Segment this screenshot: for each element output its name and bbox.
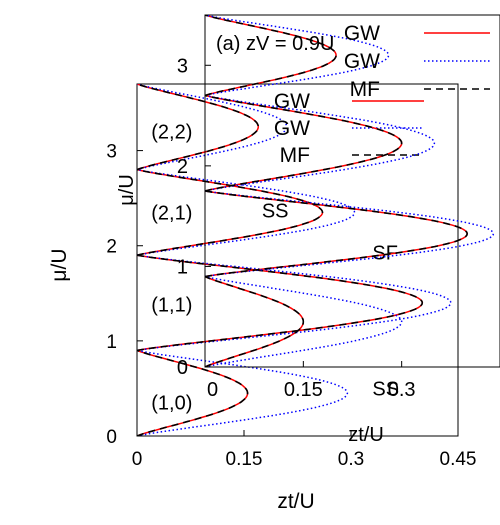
phase-region-label: (1,1)	[151, 295, 192, 317]
x-axis-label: zt/U	[348, 424, 384, 446]
phase-region-label: SF	[372, 242, 398, 264]
phase-boundary-lobe-2	[205, 190, 495, 278]
legend-label: GW	[344, 50, 380, 73]
phase-boundary-lobe-3	[137, 168, 324, 256]
phase-boundary-lobe-4	[205, 15, 390, 97]
phase-boundary-lobe-1	[137, 349, 249, 436]
chart-title: (a) zV = 0.9U	[216, 33, 334, 55]
y-tick-label: 1	[177, 256, 188, 278]
overlay-chart: 0 0.15 0.3 0 1 2 3 zt/U μ/U (a) zV = 0.9U GW GW MF	[116, 14, 500, 446]
legend-label: GW	[274, 90, 310, 113]
phase-boundary-lobe-1	[205, 275, 305, 367]
phase-boundary-lobe-4	[205, 15, 337, 97]
y-axis-label: μ/U	[116, 174, 138, 206]
plot-frame	[136, 83, 459, 437]
phase-boundary-lobe-2	[205, 190, 469, 278]
y-tick-label: 0	[106, 427, 117, 448]
phase-boundary-lobe-3	[205, 94, 436, 192]
series-3-mf	[205, 15, 469, 367]
y-axis-label: μ/U	[48, 248, 71, 281]
y-tick-label: 0	[177, 357, 188, 379]
series-group	[205, 15, 495, 367]
legend-label: GW	[274, 117, 310, 140]
phase-boundary-lobe-3	[137, 168, 356, 256]
x-tick-label: 0.3	[388, 379, 416, 401]
phase-boundary-lobe-4	[137, 84, 260, 171]
legend: GW GW MF	[274, 90, 424, 167]
phase-boundary-lobe-1	[137, 349, 349, 436]
y-tick-label: 2	[106, 237, 117, 258]
x-axis-label: zt/U	[277, 490, 314, 513]
legend: GW GW MF	[344, 22, 490, 101]
x-tick-label: 0.15	[226, 449, 263, 470]
phase-boundary-lobe-2	[205, 190, 468, 278]
legend-label: MF	[350, 78, 380, 101]
y-tick-label: 2	[177, 156, 188, 178]
x-tick-label: 0.3	[338, 449, 364, 470]
phase-region-label: (2,1)	[151, 202, 192, 224]
y-tick-label: 3	[106, 142, 117, 163]
x-tick-label: 0	[207, 379, 218, 401]
phase-region-label: SS	[262, 201, 289, 223]
y-tick-label: 1	[106, 332, 117, 353]
legend-label: MF	[280, 144, 310, 167]
legend-label: GW	[344, 22, 380, 45]
main-chart: 0 0.15 0.3 0.45 0 1 2 3 zt/U μ/U (1,0) (1,1) (2,1) (2…	[48, 83, 477, 513]
x-tick-label: 0.15	[284, 379, 323, 401]
series-2-gw	[205, 15, 495, 367]
phase-region-label: (1,0)	[151, 393, 192, 415]
phase-region-label: SS	[372, 378, 399, 400]
phase-region-label: (2,2)	[151, 122, 192, 144]
phase-boundary-lobe-1	[205, 275, 403, 367]
x-tick-label: 0.45	[440, 449, 477, 470]
x-tick-label: 0	[132, 449, 143, 470]
phase-boundary-lobe-2	[137, 254, 424, 352]
phase-boundary-lobe-2	[137, 254, 452, 352]
phase-boundary-lobe-4	[205, 15, 337, 97]
y-tick-label: 3	[177, 55, 188, 77]
series-3-mf	[137, 84, 424, 436]
phase-boundary-lobe-3	[205, 94, 403, 192]
